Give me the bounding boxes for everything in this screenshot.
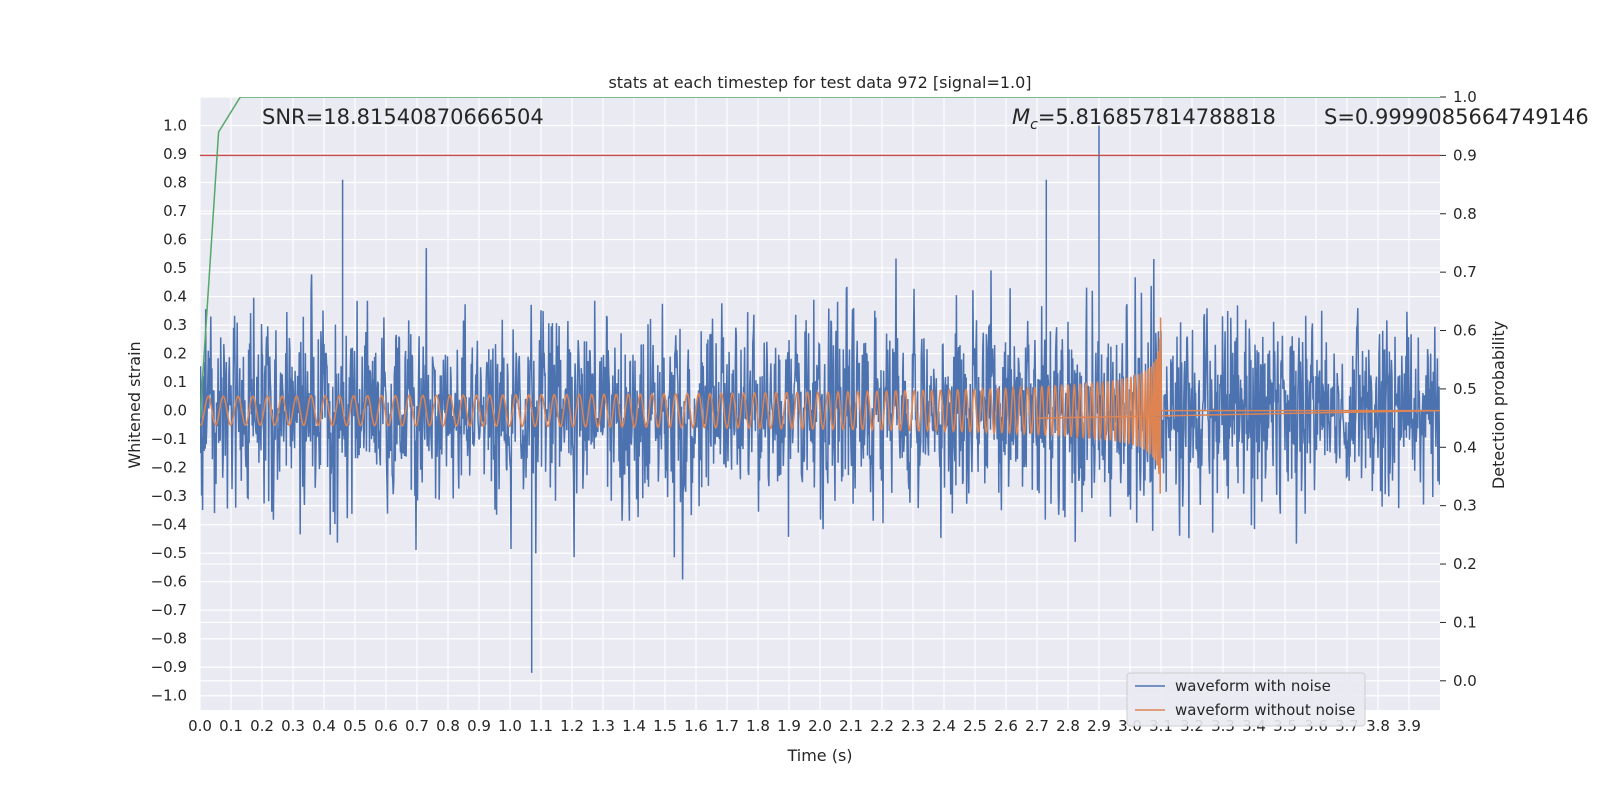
y-tick-label: 0.4 (163, 288, 187, 306)
x-tick-label: 1.1 (529, 717, 553, 735)
right-y-tick-label: 0.5 (1453, 380, 1477, 398)
series-detection-probability (200, 97, 1440, 419)
x-tick-label: 0.3 (281, 717, 305, 735)
y-tick-label: 0.0 (163, 402, 187, 420)
y-tick-label: 1.0 (163, 117, 187, 135)
x-tick-label: 1.5 (653, 717, 677, 735)
x-tick-label: 0.9 (467, 717, 491, 735)
y-axis-label: Whitened strain (125, 341, 144, 468)
right-y-tick-label: 0.0 (1453, 672, 1477, 690)
x-tick-label: 2.6 (994, 717, 1018, 735)
y-tick-label: 0.5 (163, 259, 187, 277)
legend: waveform with noise waveform without noi… (1126, 672, 1366, 727)
x-tick-label: 2.8 (1056, 717, 1080, 735)
x-tick-label: 1.3 (591, 717, 615, 735)
y-tick-label: 0.8 (163, 174, 187, 192)
x-tick-label: 1.6 (684, 717, 708, 735)
right-y-axis-label: Detection probability (1489, 321, 1508, 489)
x-tick-label: 2.2 (870, 717, 894, 735)
y-tick-label: −0.5 (151, 544, 187, 562)
y-tick-label: 0.2 (163, 345, 187, 363)
x-axis-label: Time (s) (786, 746, 852, 765)
y-tick-label: −0.6 (151, 573, 187, 591)
right-y-tick-label: 0.8 (1453, 205, 1477, 223)
y-tick-label: −0.3 (151, 487, 187, 505)
y-tick-label: 0.7 (163, 202, 187, 220)
x-tick-label: 1.4 (622, 717, 646, 735)
x-tick-label: 0.5 (343, 717, 367, 735)
x-tick-label: 2.9 (1087, 717, 1111, 735)
x-tick-label: 2.5 (963, 717, 987, 735)
y-gridlines (200, 124, 1440, 697)
x-tick-label: 0.4 (312, 717, 336, 735)
chart-title: stats at each timestep for test data 972… (608, 73, 1031, 92)
right-y-tick-label: 0.4 (1453, 438, 1477, 456)
x-tick-label: 2.7 (1025, 717, 1049, 735)
x-tick-label: 1.8 (746, 717, 770, 735)
legend-label-waveform-with-noise: waveform with noise (1175, 677, 1331, 695)
x-tick-label: 0.8 (436, 717, 460, 735)
x-tick-label: 0.2 (250, 717, 274, 735)
y-tick-label: −0.8 (151, 630, 187, 648)
x-tick-label: 1.7 (715, 717, 739, 735)
y-tick-label: −0.4 (151, 516, 187, 534)
x-tick-label: 1.2 (560, 717, 584, 735)
x-tick-label: 3.8 (1366, 717, 1390, 735)
y-tick-label: 0.6 (163, 231, 187, 249)
x-tick-label: 3.9 (1397, 717, 1421, 735)
y-tick-labels: 1.0 0.9 0.8 0.7 0.6 0.5 0.4 0.3 0.2 0.1 0.0 −0.1 −0.… (151, 117, 187, 705)
y-tick-label: 0.3 (163, 316, 187, 334)
right-y-tick-label: 1.0 (1453, 88, 1477, 106)
series-waveform-without-noise (200, 317, 1440, 494)
x-tick-label: 2.0 (808, 717, 832, 735)
x-tick-label: 0.6 (374, 717, 398, 735)
s-annotation: S=0.9999085664749146 (1324, 105, 1589, 129)
y-tick-label: 0.9 (163, 145, 187, 163)
x-tick-label: 0.7 (405, 717, 429, 735)
y-tick-label: −0.7 (151, 601, 187, 619)
x-tick-label: 0.0 (188, 717, 212, 735)
y-tick-label: −0.1 (151, 430, 187, 448)
right-y-tick-labels: 1.0 0.9 0.8 0.7 0.6 0.5 0.4 0.3 0.2 0.1 0.0 (1440, 88, 1477, 690)
y-tick-label: −1.0 (151, 687, 187, 705)
x-tick-label: 0.1 (219, 717, 243, 735)
x-tick-label: 1.0 (498, 717, 522, 735)
right-y-tick-label: 0.3 (1453, 497, 1477, 515)
chirp-mass-annotation: Mc=5.816857814788818 (1012, 105, 1276, 133)
series-waveform-with-noise (200, 125, 1440, 673)
x-tick-label: 2.4 (932, 717, 956, 735)
x-tick-label: 1.9 (777, 717, 801, 735)
x-tick-label: 2.3 (901, 717, 925, 735)
right-y-tick-label: 0.7 (1453, 263, 1477, 281)
right-y-tick-label: 0.1 (1453, 613, 1477, 631)
y-tick-label: −0.9 (151, 658, 187, 676)
right-y-tick-label: 0.2 (1453, 555, 1477, 573)
y-tick-label: −0.2 (151, 459, 187, 477)
y-tick-label: 0.1 (163, 373, 187, 391)
right-y-tick-label: 0.9 (1453, 146, 1477, 164)
legend-label-waveform-without-noise: waveform without noise (1175, 701, 1355, 719)
snr-annotation: SNR=18.81540870666504 (262, 105, 544, 129)
x-tick-label: 2.1 (839, 717, 863, 735)
right-y-tick-label: 0.6 (1453, 322, 1477, 340)
legend-box (1126, 672, 1366, 727)
